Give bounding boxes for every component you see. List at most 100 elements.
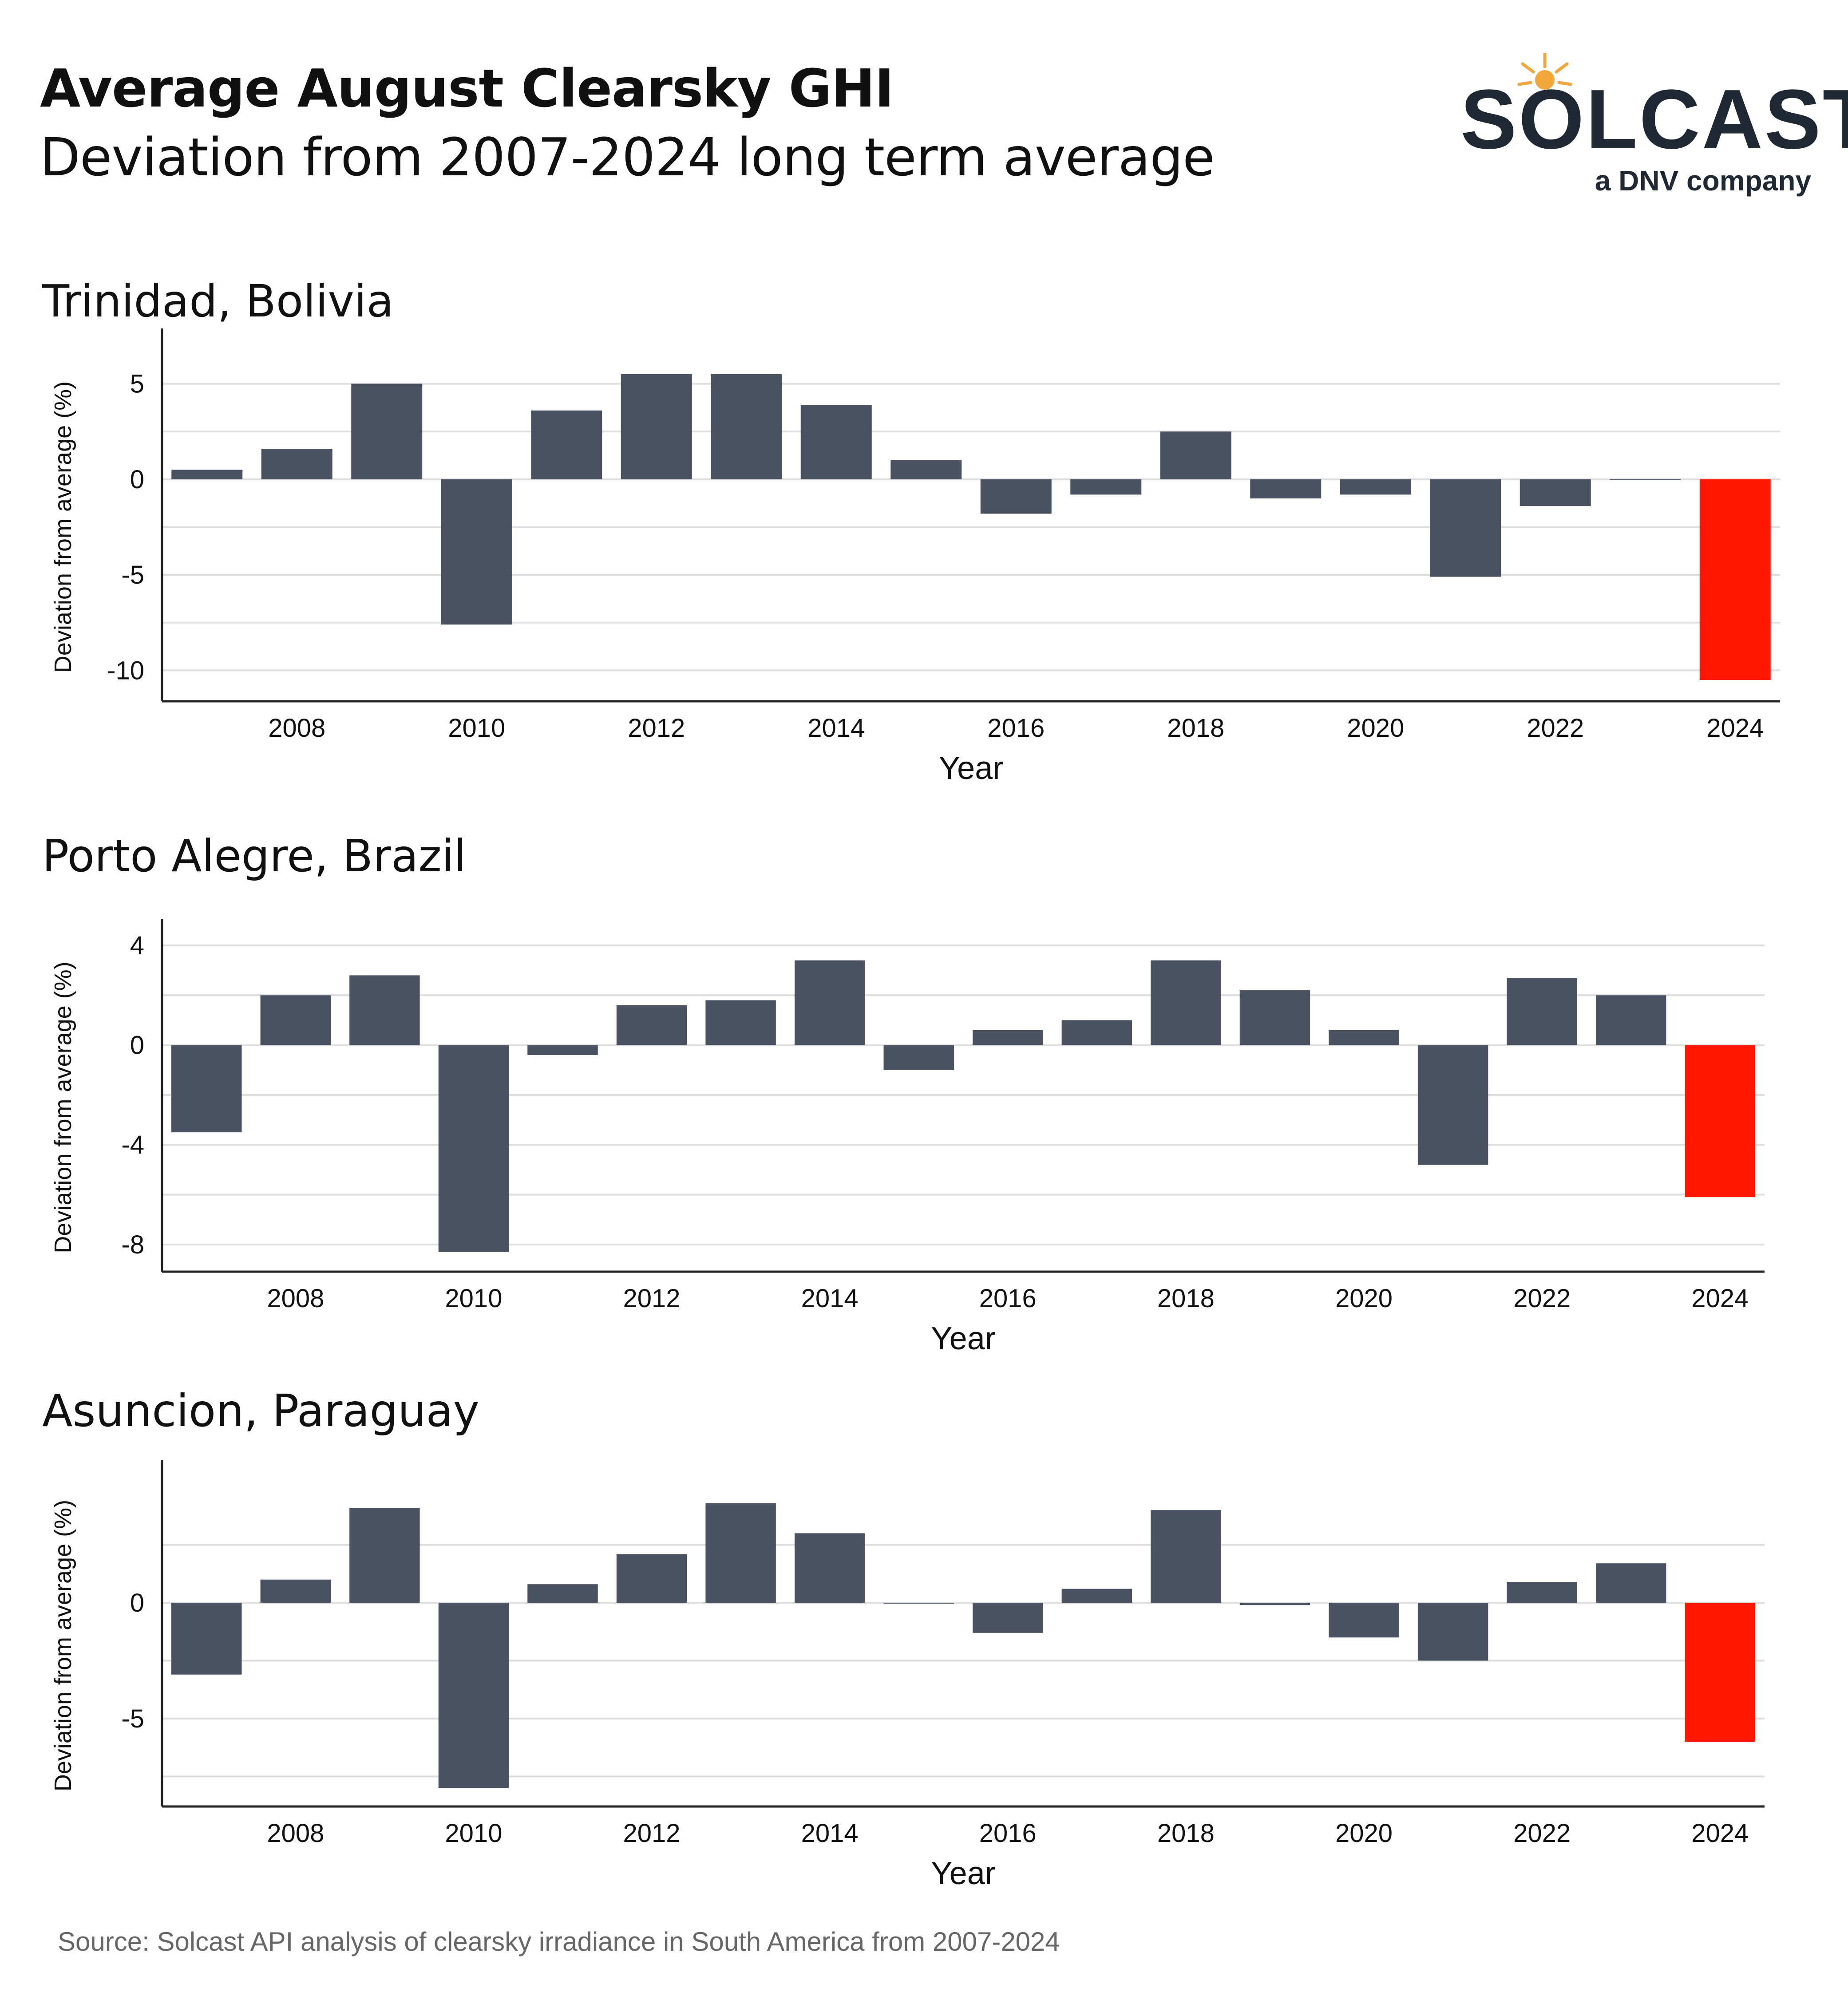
chart-title: Average August Clearsky GHI [40, 58, 894, 119]
y-tick-label: -4 [121, 1130, 144, 1159]
y-axis-label: Deviation from average (%) [50, 1500, 76, 1791]
x-tick-label: 2012 [628, 714, 685, 743]
bar-2023 [1610, 479, 1681, 480]
bar-2018 [1151, 960, 1221, 1045]
bar-2023 [1595, 995, 1666, 1045]
panel-trinidad: Trinidad, Bolivia 5 0 -5 -10 2008 2010 2012 201… [0, 275, 1848, 808]
bar-2015 [883, 1602, 954, 1604]
x-axis-label: Year [931, 1321, 995, 1356]
bar-2014 [794, 960, 865, 1045]
logo-tagline: a DNV company [1595, 165, 1811, 197]
bar-2024 [1699, 479, 1771, 680]
bar-2021 [1430, 479, 1501, 577]
bar-2024 [1685, 1045, 1755, 1198]
bar-2024 [1685, 1602, 1755, 1742]
bar-2008 [260, 1579, 331, 1603]
y-tick-label: 0 [130, 1031, 144, 1060]
bar-2018 [1151, 1510, 1221, 1603]
y-axis-label: Deviation from average (%) [50, 961, 76, 1253]
bar-2009 [351, 383, 423, 479]
x-tick-label: 2014 [801, 1284, 859, 1313]
chart-trinidad: 5 0 -5 -10 2008 2010 2012 2014 2016 2018 2020 2022 2… [50, 328, 1780, 786]
x-tick-label: 2018 [1157, 1819, 1215, 1848]
y-axis-label: Deviation from average (%) [50, 381, 76, 673]
bar-2017 [1070, 479, 1142, 495]
y-tick-label: 4 [130, 931, 144, 960]
bar-2020 [1329, 1602, 1399, 1638]
x-tick-label: 2020 [1347, 714, 1404, 743]
chart-asuncion: 0 -5 2008 2010 2012 2014 2016 2018 2020 2022 2024 Y… [50, 1460, 1765, 1891]
y-tick-label: 0 [130, 1589, 144, 1617]
bar-2013 [705, 1000, 776, 1045]
x-tick-label: 2022 [1527, 714, 1584, 743]
bar-2021 [1417, 1045, 1488, 1165]
panel-porto-alegre: Porto Alegre, Brazil 4 0 -4 -8 2008 2010 2012 2… [0, 830, 1848, 1385]
bar-2013 [711, 374, 782, 479]
panel-asuncion: Asuncion, Paraguay 0 -5 2008 2010 2012 2014 20… [0, 1385, 1848, 1917]
x-tick-label: 2010 [445, 1819, 502, 1848]
y-tick-label: -5 [121, 1704, 144, 1733]
bar-2011 [527, 1045, 598, 1055]
bar-2009 [349, 975, 420, 1045]
solcast-logo: SOLCAST a DNV company [1460, 53, 1848, 204]
logo-wordmark: SOLCAST [1460, 72, 1848, 166]
bar-2008 [260, 995, 331, 1045]
sun-burst-icon [1517, 53, 1572, 90]
x-tick-label: 2012 [623, 1819, 681, 1848]
x-tick-label: 2018 [1167, 714, 1224, 743]
bar-2009 [349, 1507, 420, 1603]
bar-2008 [261, 448, 332, 479]
bar-2020 [1329, 1030, 1399, 1045]
y-tick-label: -10 [107, 656, 144, 685]
x-tick-label: 2010 [445, 1284, 502, 1313]
x-tick-label: 2010 [448, 714, 505, 743]
x-tick-label: 2016 [987, 714, 1045, 743]
x-tick-label: 2022 [1513, 1819, 1571, 1848]
x-tick-label: 2008 [268, 714, 325, 743]
bar-2016 [973, 1602, 1043, 1633]
bar-2012 [616, 1005, 687, 1045]
bar-2023 [1595, 1563, 1666, 1603]
x-tick-label: 2024 [1691, 1819, 1749, 1848]
x-tick-label: 2016 [979, 1284, 1037, 1313]
bar-2019 [1239, 990, 1310, 1045]
y-tick-label: 0 [130, 465, 144, 494]
bar-2007 [171, 1602, 242, 1675]
panel-title-porto-alegre: Porto Alegre, Brazil [42, 830, 467, 882]
chart-subtitle: Deviation from 2007-2024 long term avera… [40, 126, 1215, 188]
x-tick-label: 2024 [1706, 714, 1764, 743]
bar-2007 [171, 1045, 242, 1133]
bar-2017 [1061, 1020, 1132, 1045]
bar-2017 [1061, 1589, 1132, 1603]
x-tick-label: 2008 [267, 1284, 324, 1313]
bar-2013 [705, 1503, 776, 1603]
bar-2016 [980, 479, 1052, 514]
bar-2012 [621, 374, 692, 479]
bar-2010 [438, 1602, 509, 1788]
bar-2014 [794, 1533, 865, 1603]
bar-2011 [531, 410, 602, 479]
x-tick-label: 2008 [267, 1819, 324, 1848]
x-axis-label: Year [931, 1856, 995, 1891]
panel-title-asuncion: Asuncion, Paraguay [42, 1385, 479, 1437]
x-tick-label: 2018 [1157, 1284, 1215, 1313]
x-tick-label: 2014 [801, 1819, 859, 1848]
bar-2021 [1417, 1602, 1488, 1661]
bar-2018 [1160, 431, 1231, 479]
bar-2011 [527, 1584, 598, 1603]
y-tick-label: 5 [130, 370, 144, 399]
x-tick-label: 2020 [1335, 1284, 1393, 1313]
panel-title-trinidad: Trinidad, Bolivia [42, 275, 394, 327]
bar-2022 [1507, 1581, 1577, 1603]
bar-2019 [1239, 1602, 1310, 1605]
source-note: Source: Solcast API analysis of clearsky… [58, 1927, 1060, 1957]
bar-2014 [800, 404, 872, 479]
bar-2010 [438, 1045, 509, 1252]
bar-2022 [1520, 479, 1591, 506]
bar-2020 [1340, 479, 1411, 495]
y-tick-label: -8 [121, 1230, 144, 1259]
x-tick-label: 2014 [807, 714, 865, 743]
x-tick-label: 2020 [1335, 1819, 1393, 1848]
bar-2015 [883, 1045, 954, 1070]
bar-2016 [973, 1030, 1043, 1045]
